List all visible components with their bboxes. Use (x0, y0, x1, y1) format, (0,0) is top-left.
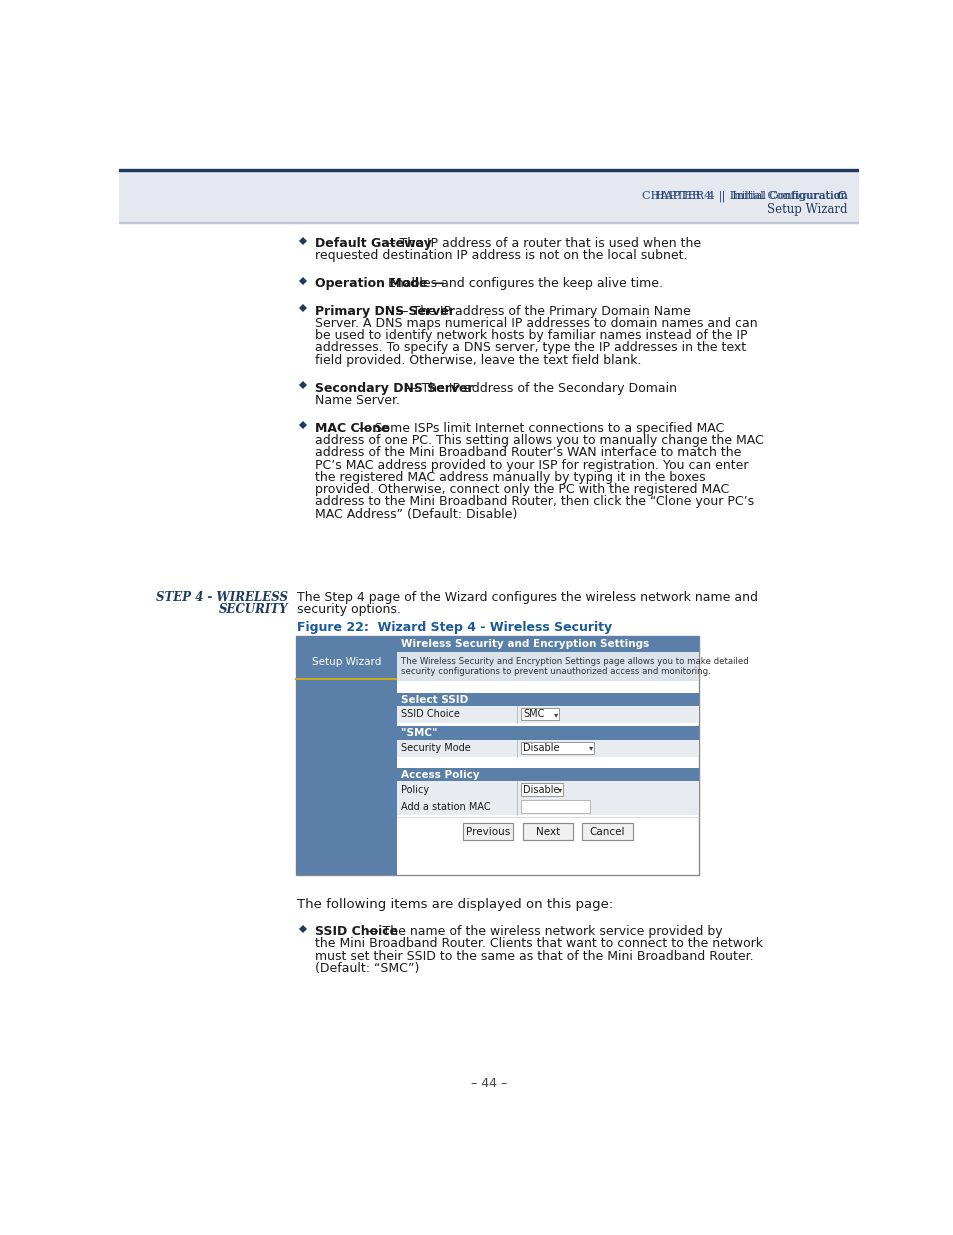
Text: Setup Wizard: Setup Wizard (766, 204, 847, 216)
Text: The Step 4 page of the Wizard configures the wireless network name and: The Step 4 page of the Wizard configures… (297, 592, 758, 604)
Bar (396, 705, 699, 722)
Text: be used to identify network hosts by familiar names instead of the IP: be used to identify network hosts by fam… (315, 330, 747, 342)
Text: "SMC": "SMC" (400, 729, 436, 739)
Bar (396, 636, 699, 652)
Text: SSID Choice: SSID Choice (400, 709, 459, 719)
Text: must set their SSID to the same as that of the Mini Broadband Router.: must set their SSID to the same as that … (315, 950, 753, 963)
Text: Disable: Disable (522, 743, 559, 753)
Text: STEP 4 - WIRELESS: STEP 4 - WIRELESS (156, 592, 288, 604)
Text: SECURITY: SECURITY (218, 603, 288, 616)
Text: C: C (836, 190, 844, 201)
Text: address of the Mini Broadband Router’s WAN interface to match the: address of the Mini Broadband Router’s W… (315, 446, 740, 459)
Text: The Wireless Security and Encryption Settings page allows you to make detailed: The Wireless Security and Encryption Set… (400, 657, 747, 666)
Text: Next: Next (536, 827, 559, 837)
Text: Access Policy: Access Policy (400, 769, 478, 781)
Text: address of one PC. This setting allows you to manually change the MAC: address of one PC. This setting allows y… (315, 433, 763, 447)
Text: SMC: SMC (522, 709, 544, 719)
Bar (396, 768, 699, 782)
Text: ▾: ▾ (558, 785, 561, 794)
Bar (520, 708, 558, 720)
Text: addresses. To specify a DNS server, type the IP addresses in the text: addresses. To specify a DNS server, type… (315, 341, 745, 354)
Text: The following items are displayed on this page:: The following items are displayed on thi… (297, 898, 613, 911)
Bar (396, 726, 699, 740)
Text: address to the Mini Broadband Router, then click the “Clone your PC’s: address to the Mini Broadband Router, th… (315, 495, 754, 509)
Text: (Default: “SMC”): (Default: “SMC”) (315, 962, 419, 976)
Text: Name Server.: Name Server. (315, 394, 400, 406)
Text: Policy: Policy (400, 784, 428, 794)
Text: — The name of the wireless network service provided by: — The name of the wireless network servi… (362, 925, 722, 939)
Bar (520, 783, 562, 795)
Bar (581, 824, 632, 841)
Text: — The IP address of the Primary Domain Name: — The IP address of the Primary Domain N… (392, 305, 690, 317)
Text: field provided. Otherwise, leave the text field blank.: field provided. Otherwise, leave the tex… (315, 353, 641, 367)
Text: — The IP address of the Secondary Domain: — The IP address of the Secondary Domain (400, 382, 676, 394)
Text: HAPTER 4  |  Initial Configuration: HAPTER 4 | Initial Configuration (655, 190, 847, 201)
Text: Setup Wizard: Setup Wizard (312, 657, 380, 667)
Bar (520, 800, 590, 813)
Text: Wireless Security and Encryption Settings: Wireless Security and Encryption Setting… (400, 638, 648, 650)
Text: ▾: ▾ (554, 710, 558, 719)
Text: security options.: security options. (297, 603, 401, 616)
Bar (396, 782, 699, 798)
Text: ▾: ▾ (589, 743, 593, 752)
Bar (295, 636, 396, 876)
Text: SSID Choice: SSID Choice (315, 925, 398, 939)
Text: provided. Otherwise, connect only the PC with the registered MAC: provided. Otherwise, connect only the PC… (315, 483, 729, 496)
Text: requested destination IP address is not on the local subnet.: requested destination IP address is not … (315, 249, 687, 262)
Bar (119, 172, 858, 222)
Text: Figure 22:  Wizard Step 4 - Wireless Security: Figure 22: Wizard Step 4 - Wireless Secu… (297, 621, 612, 634)
Bar (396, 798, 699, 815)
Bar (396, 740, 699, 757)
Text: MAC Clone: MAC Clone (315, 421, 390, 435)
Text: Primary DNS Server: Primary DNS Server (315, 305, 455, 317)
Text: PC’s MAC address provided to your ISP for registration. You can enter: PC’s MAC address provided to your ISP fo… (315, 458, 748, 472)
Text: CHAPTER 4  |  Initial Configuration: CHAPTER 4 | Initial Configuration (641, 191, 847, 203)
Text: the registered MAC address manually by typing it in the boxes: the registered MAC address manually by t… (315, 471, 705, 484)
Text: Secondary DNS Server: Secondary DNS Server (315, 382, 474, 394)
Text: Security Mode: Security Mode (400, 743, 470, 753)
Bar (520, 742, 594, 755)
Text: Add a station MAC: Add a station MAC (400, 802, 490, 811)
Bar (462, 824, 513, 841)
Text: Default Gateway: Default Gateway (315, 237, 432, 249)
Bar (396, 652, 699, 680)
Text: Cancel: Cancel (589, 827, 624, 837)
Bar (119, 169, 858, 172)
Text: — Some ISPs limit Internet connections to a specified MAC: — Some ISPs limit Internet connections t… (354, 421, 723, 435)
Bar (295, 636, 699, 876)
Text: Server. A DNS maps numerical IP addresses to domain names and can: Server. A DNS maps numerical IP addresse… (315, 317, 757, 330)
Text: — The IP address of a router that is used when the: — The IP address of a router that is use… (379, 237, 700, 249)
Text: Select SSID: Select SSID (400, 694, 467, 704)
Text: the Mini Broadband Router. Clients that want to connect to the network: the Mini Broadband Router. Clients that … (315, 937, 762, 951)
Text: Operation Mode —: Operation Mode — (315, 277, 444, 290)
Text: Previous: Previous (465, 827, 510, 837)
Text: – 44 –: – 44 – (471, 1077, 506, 1091)
Text: MAC Address” (Default: Disable): MAC Address” (Default: Disable) (315, 508, 517, 521)
Bar (396, 693, 699, 705)
Bar (522, 824, 573, 841)
Text: Enables and configures the keep alive time.: Enables and configures the keep alive ti… (383, 277, 661, 290)
Text: security configurations to prevent unauthorized access and monitoring.: security configurations to prevent unaut… (400, 667, 710, 677)
Text: Disable: Disable (522, 784, 559, 794)
